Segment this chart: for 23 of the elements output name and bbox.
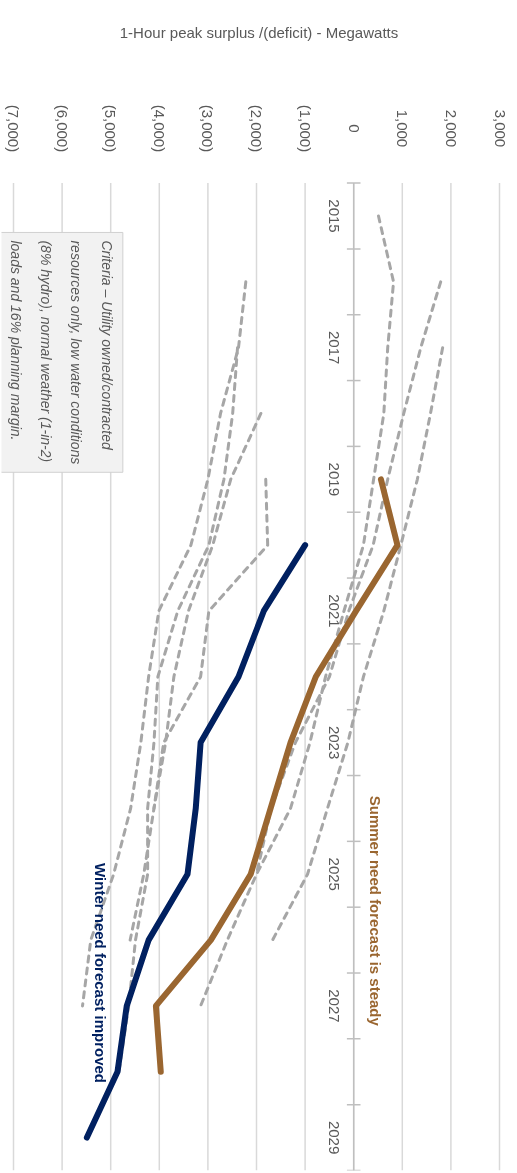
y-tick-label: 2027 <box>325 989 343 1023</box>
x-tick-label: (4,000) <box>150 104 168 153</box>
x-tick-label: 3,000 <box>491 109 509 148</box>
y-tick-label: 2015 <box>325 199 343 233</box>
x-tick-label: (2,000) <box>248 104 265 153</box>
annotation: Criteria – Utility owned/contracted resources only, low water conditions (8% hydro), normal weather (1-in-2) loads and 16% planning margin. <box>7 240 115 465</box>
x-tick-label: (1,000) <box>296 104 314 153</box>
x-tick-label: (7,000) <box>5 104 22 153</box>
x-tick-label: (5,000) <box>102 104 120 153</box>
text: Summer need forecast is steady <box>367 795 385 1027</box>
x-tick-label: 0 <box>345 124 363 133</box>
y-tick-label: 2025 <box>325 857 343 891</box>
x-tick-label: (3,000) <box>199 104 217 153</box>
y-tick-label: 2029 <box>325 1120 343 1155</box>
y-tick-label: 2023 <box>325 725 343 760</box>
x-axis-title: 1-Hour peak surplus /(deficit) - Megawatts <box>119 23 399 41</box>
y-tick-label: 2021 <box>325 594 343 628</box>
y-tick-label: 2019 <box>325 462 343 496</box>
x-tick-label: 2,000 <box>442 109 460 148</box>
y-tick-label: 2017 <box>325 330 343 365</box>
x-tick-label: (6,000) <box>53 104 71 153</box>
text: Winter need forecast improved <box>92 863 110 1083</box>
x-tick-label: 1,000 <box>394 109 412 148</box>
